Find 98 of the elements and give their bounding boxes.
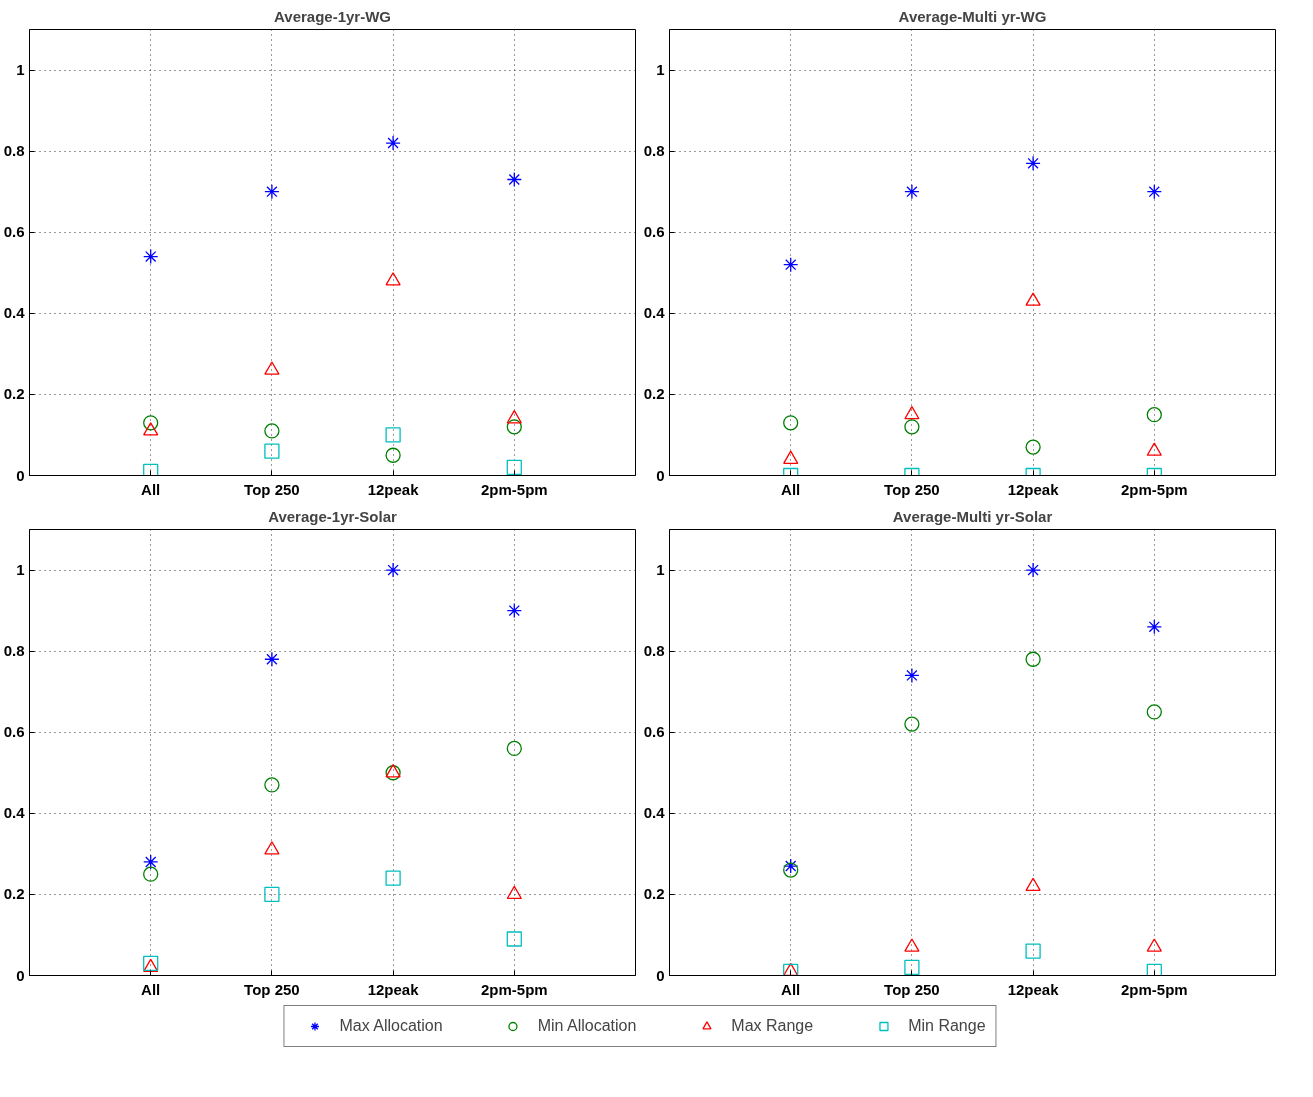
legend-label: Min Allocation xyxy=(537,1017,637,1035)
point xyxy=(1146,704,1162,720)
x-tick-label: All xyxy=(141,980,161,998)
chart-title: Average-1yr-WG xyxy=(274,7,391,25)
x-tick-label: 2pm-5pm xyxy=(480,980,548,998)
y-tick-label: 0.2 xyxy=(643,885,665,903)
point xyxy=(506,740,522,757)
y-tick-label: 0 xyxy=(656,466,665,484)
point xyxy=(264,361,280,375)
y-tick-label: 0.2 xyxy=(643,385,665,403)
y-tick-label: 0 xyxy=(16,466,25,484)
point xyxy=(143,422,159,436)
x-tick-label: 12peak xyxy=(367,480,420,498)
point xyxy=(143,463,159,476)
y-tick-label: 1 xyxy=(16,561,25,579)
x-tick-label: 2pm-5pm xyxy=(1120,980,1188,998)
y-tick-label: 1 xyxy=(16,61,25,79)
y-tick-label: 1 xyxy=(656,61,665,79)
point xyxy=(904,959,920,976)
y-tick-label: 0.8 xyxy=(3,142,25,160)
y-tick-label: 0.2 xyxy=(3,385,25,403)
point xyxy=(143,866,159,882)
y-tick-label: 0.8 xyxy=(643,142,665,160)
point xyxy=(1025,292,1041,306)
x-tick-label: All xyxy=(781,980,801,998)
point xyxy=(783,257,799,273)
x-tick-label: Top 250 xyxy=(244,480,300,498)
point xyxy=(1146,938,1162,952)
point xyxy=(385,272,401,286)
x-tick-label: Top 250 xyxy=(244,980,300,998)
point xyxy=(385,562,401,578)
point xyxy=(1146,619,1162,635)
x-tick-label: Top 250 xyxy=(884,480,940,498)
legend-label: Min Range xyxy=(908,1017,986,1035)
x-tick-label: 2pm-5pm xyxy=(1120,480,1188,498)
x-tick-label: Top 250 xyxy=(884,980,940,998)
y-tick-label: 0.8 xyxy=(3,642,25,660)
point xyxy=(1025,943,1041,959)
point xyxy=(904,184,920,200)
point xyxy=(385,135,401,151)
y-tick-label: 0.2 xyxy=(3,885,25,903)
point xyxy=(783,862,799,878)
y-tick-label: 0.6 xyxy=(643,223,665,241)
point xyxy=(904,938,920,952)
legend-label: Max Range xyxy=(731,1017,814,1035)
point xyxy=(1025,562,1041,578)
point xyxy=(143,415,159,431)
point xyxy=(506,931,522,947)
y-tick-label: 0 xyxy=(16,966,25,984)
point xyxy=(1146,184,1162,200)
y-tick-label: 0.4 xyxy=(3,804,26,822)
point xyxy=(264,651,280,667)
x-tick-label: 12peak xyxy=(1007,480,1060,498)
point xyxy=(385,427,401,443)
point xyxy=(385,447,401,463)
point xyxy=(783,858,799,874)
point xyxy=(506,171,522,188)
point xyxy=(904,405,920,420)
point xyxy=(264,841,280,855)
y-tick-label: 0.8 xyxy=(643,642,665,660)
x-tick-label: 12peak xyxy=(367,980,420,998)
chart-title: Average-Multi yr-WG xyxy=(898,7,1047,25)
point xyxy=(143,854,159,870)
x-tick-label: All xyxy=(141,480,161,498)
x-tick-label: 12peak xyxy=(1007,980,1060,998)
point xyxy=(1025,877,1041,891)
point xyxy=(506,602,522,619)
point xyxy=(506,459,522,476)
point xyxy=(783,450,799,464)
point xyxy=(1025,651,1041,667)
y-tick-label: 0.6 xyxy=(3,723,25,741)
point xyxy=(506,419,522,435)
point xyxy=(506,885,522,900)
point xyxy=(904,667,920,684)
y-tick-label: 0.6 xyxy=(3,223,25,241)
point xyxy=(506,410,522,424)
chart-title: Average-1yr-Solar xyxy=(268,507,397,525)
y-tick-label: 0 xyxy=(656,966,665,984)
y-tick-label: 0.4 xyxy=(643,304,666,322)
y-tick-label: 1 xyxy=(656,561,665,579)
point xyxy=(1146,963,1162,976)
point xyxy=(1025,155,1041,171)
point xyxy=(1146,442,1162,456)
point xyxy=(904,716,920,732)
y-tick-label: 0.4 xyxy=(3,304,26,322)
y-tick-label: 0.4 xyxy=(643,804,666,822)
point xyxy=(264,443,280,459)
point xyxy=(264,777,280,793)
chart-title: Average-Multi yr-Solar xyxy=(892,507,1053,525)
point xyxy=(264,886,280,903)
point xyxy=(143,248,159,265)
point xyxy=(385,870,401,886)
x-tick-label: All xyxy=(781,480,801,498)
point xyxy=(264,423,280,439)
point xyxy=(264,184,280,200)
legend-label: Max Allocation xyxy=(339,1017,443,1035)
x-tick-label: 2pm-5pm xyxy=(480,480,548,498)
y-tick-label: 0.6 xyxy=(643,723,665,741)
